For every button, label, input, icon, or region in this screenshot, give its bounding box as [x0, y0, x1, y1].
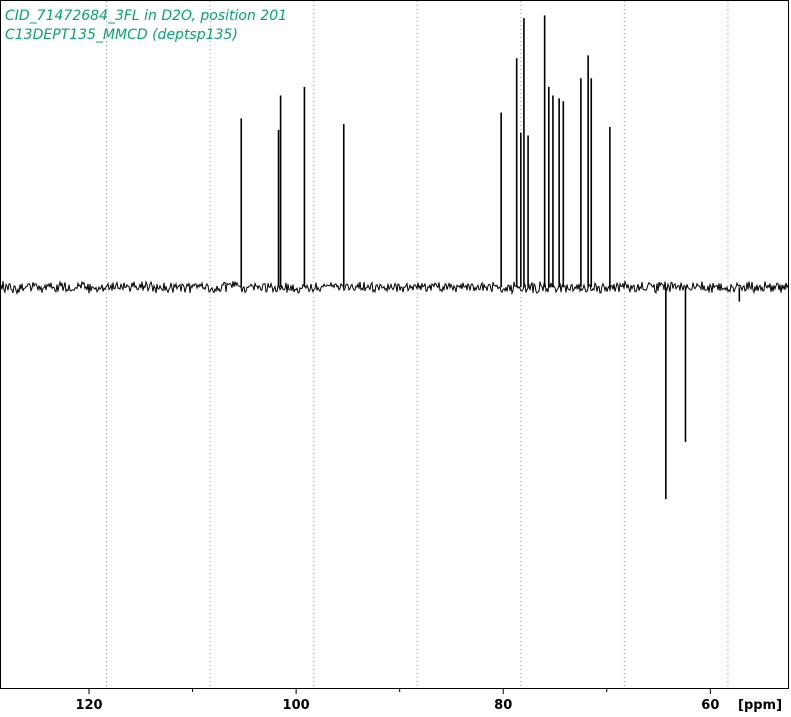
- spectrum-subtitle: C13DEPT135_MMCD (deptsp135): [5, 27, 238, 43]
- x-axis-ticks: 120 100 80 60: [75, 688, 719, 713]
- x-tick-label: 60: [701, 698, 719, 713]
- x-tick-label: 80: [494, 698, 512, 713]
- plot-frame: [0, 0, 789, 689]
- baseline-noise-trace: [0, 279, 789, 296]
- x-tick-label: 100: [283, 698, 310, 713]
- x-tick-label: 120: [75, 698, 102, 713]
- x-axis-unit-label: [ppm]: [738, 698, 782, 713]
- spectrum-title: CID_71472684_3FL in D2O, position 201: [5, 8, 287, 24]
- peak-lines: [240, 15, 741, 500]
- grid-lines: [106, 1, 729, 688]
